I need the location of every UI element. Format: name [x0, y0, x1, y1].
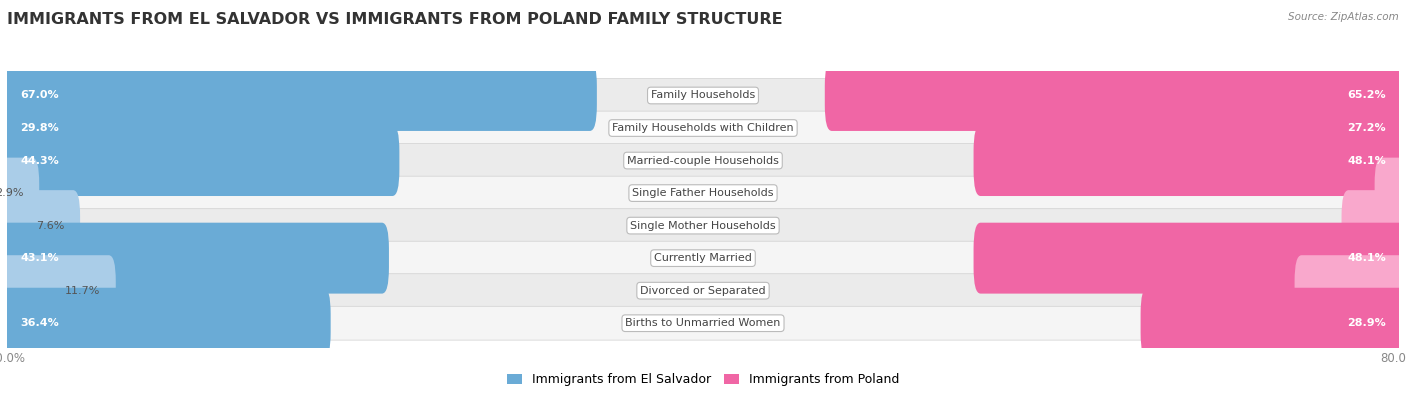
FancyBboxPatch shape	[0, 190, 80, 261]
FancyBboxPatch shape	[0, 288, 330, 359]
Text: Single Mother Households: Single Mother Households	[630, 221, 776, 231]
FancyBboxPatch shape	[825, 60, 1406, 131]
FancyBboxPatch shape	[1375, 158, 1406, 229]
Text: 27.2%: 27.2%	[1347, 123, 1386, 133]
Text: 29.8%: 29.8%	[20, 123, 59, 133]
Text: 44.3%: 44.3%	[20, 156, 59, 166]
Text: Currently Married: Currently Married	[654, 253, 752, 263]
FancyBboxPatch shape	[7, 241, 1399, 275]
FancyBboxPatch shape	[1156, 92, 1406, 164]
Text: 2.9%: 2.9%	[0, 188, 24, 198]
Text: Family Households with Children: Family Households with Children	[612, 123, 794, 133]
FancyBboxPatch shape	[973, 125, 1406, 196]
Text: 65.2%: 65.2%	[1347, 90, 1386, 100]
FancyBboxPatch shape	[7, 111, 1399, 145]
FancyBboxPatch shape	[7, 144, 1399, 177]
FancyBboxPatch shape	[7, 274, 1399, 308]
FancyBboxPatch shape	[0, 223, 389, 293]
Text: Family Households: Family Households	[651, 90, 755, 100]
Text: Single Father Households: Single Father Households	[633, 188, 773, 198]
Text: 7.6%: 7.6%	[37, 221, 65, 231]
Text: Source: ZipAtlas.com: Source: ZipAtlas.com	[1288, 12, 1399, 22]
Text: Divorced or Separated: Divorced or Separated	[640, 286, 766, 296]
FancyBboxPatch shape	[7, 176, 1399, 210]
FancyBboxPatch shape	[0, 92, 273, 164]
FancyBboxPatch shape	[0, 158, 39, 229]
FancyBboxPatch shape	[0, 60, 598, 131]
Text: 36.4%: 36.4%	[20, 318, 59, 328]
Text: 48.1%: 48.1%	[1347, 156, 1386, 166]
FancyBboxPatch shape	[1140, 288, 1406, 359]
FancyBboxPatch shape	[7, 79, 1399, 113]
FancyBboxPatch shape	[973, 223, 1406, 293]
FancyBboxPatch shape	[7, 209, 1399, 243]
Legend: Immigrants from El Salvador, Immigrants from Poland: Immigrants from El Salvador, Immigrants …	[502, 368, 904, 391]
FancyBboxPatch shape	[0, 255, 115, 326]
Text: 28.9%: 28.9%	[1347, 318, 1386, 328]
FancyBboxPatch shape	[7, 306, 1399, 340]
Text: Births to Unmarried Women: Births to Unmarried Women	[626, 318, 780, 328]
Text: IMMIGRANTS FROM EL SALVADOR VS IMMIGRANTS FROM POLAND FAMILY STRUCTURE: IMMIGRANTS FROM EL SALVADOR VS IMMIGRANT…	[7, 12, 783, 27]
Text: 67.0%: 67.0%	[20, 90, 59, 100]
Text: Married-couple Households: Married-couple Households	[627, 156, 779, 166]
FancyBboxPatch shape	[1295, 255, 1406, 326]
Text: 48.1%: 48.1%	[1347, 253, 1386, 263]
FancyBboxPatch shape	[1341, 190, 1406, 261]
Text: 11.7%: 11.7%	[65, 286, 100, 296]
FancyBboxPatch shape	[0, 125, 399, 196]
Text: 43.1%: 43.1%	[20, 253, 59, 263]
